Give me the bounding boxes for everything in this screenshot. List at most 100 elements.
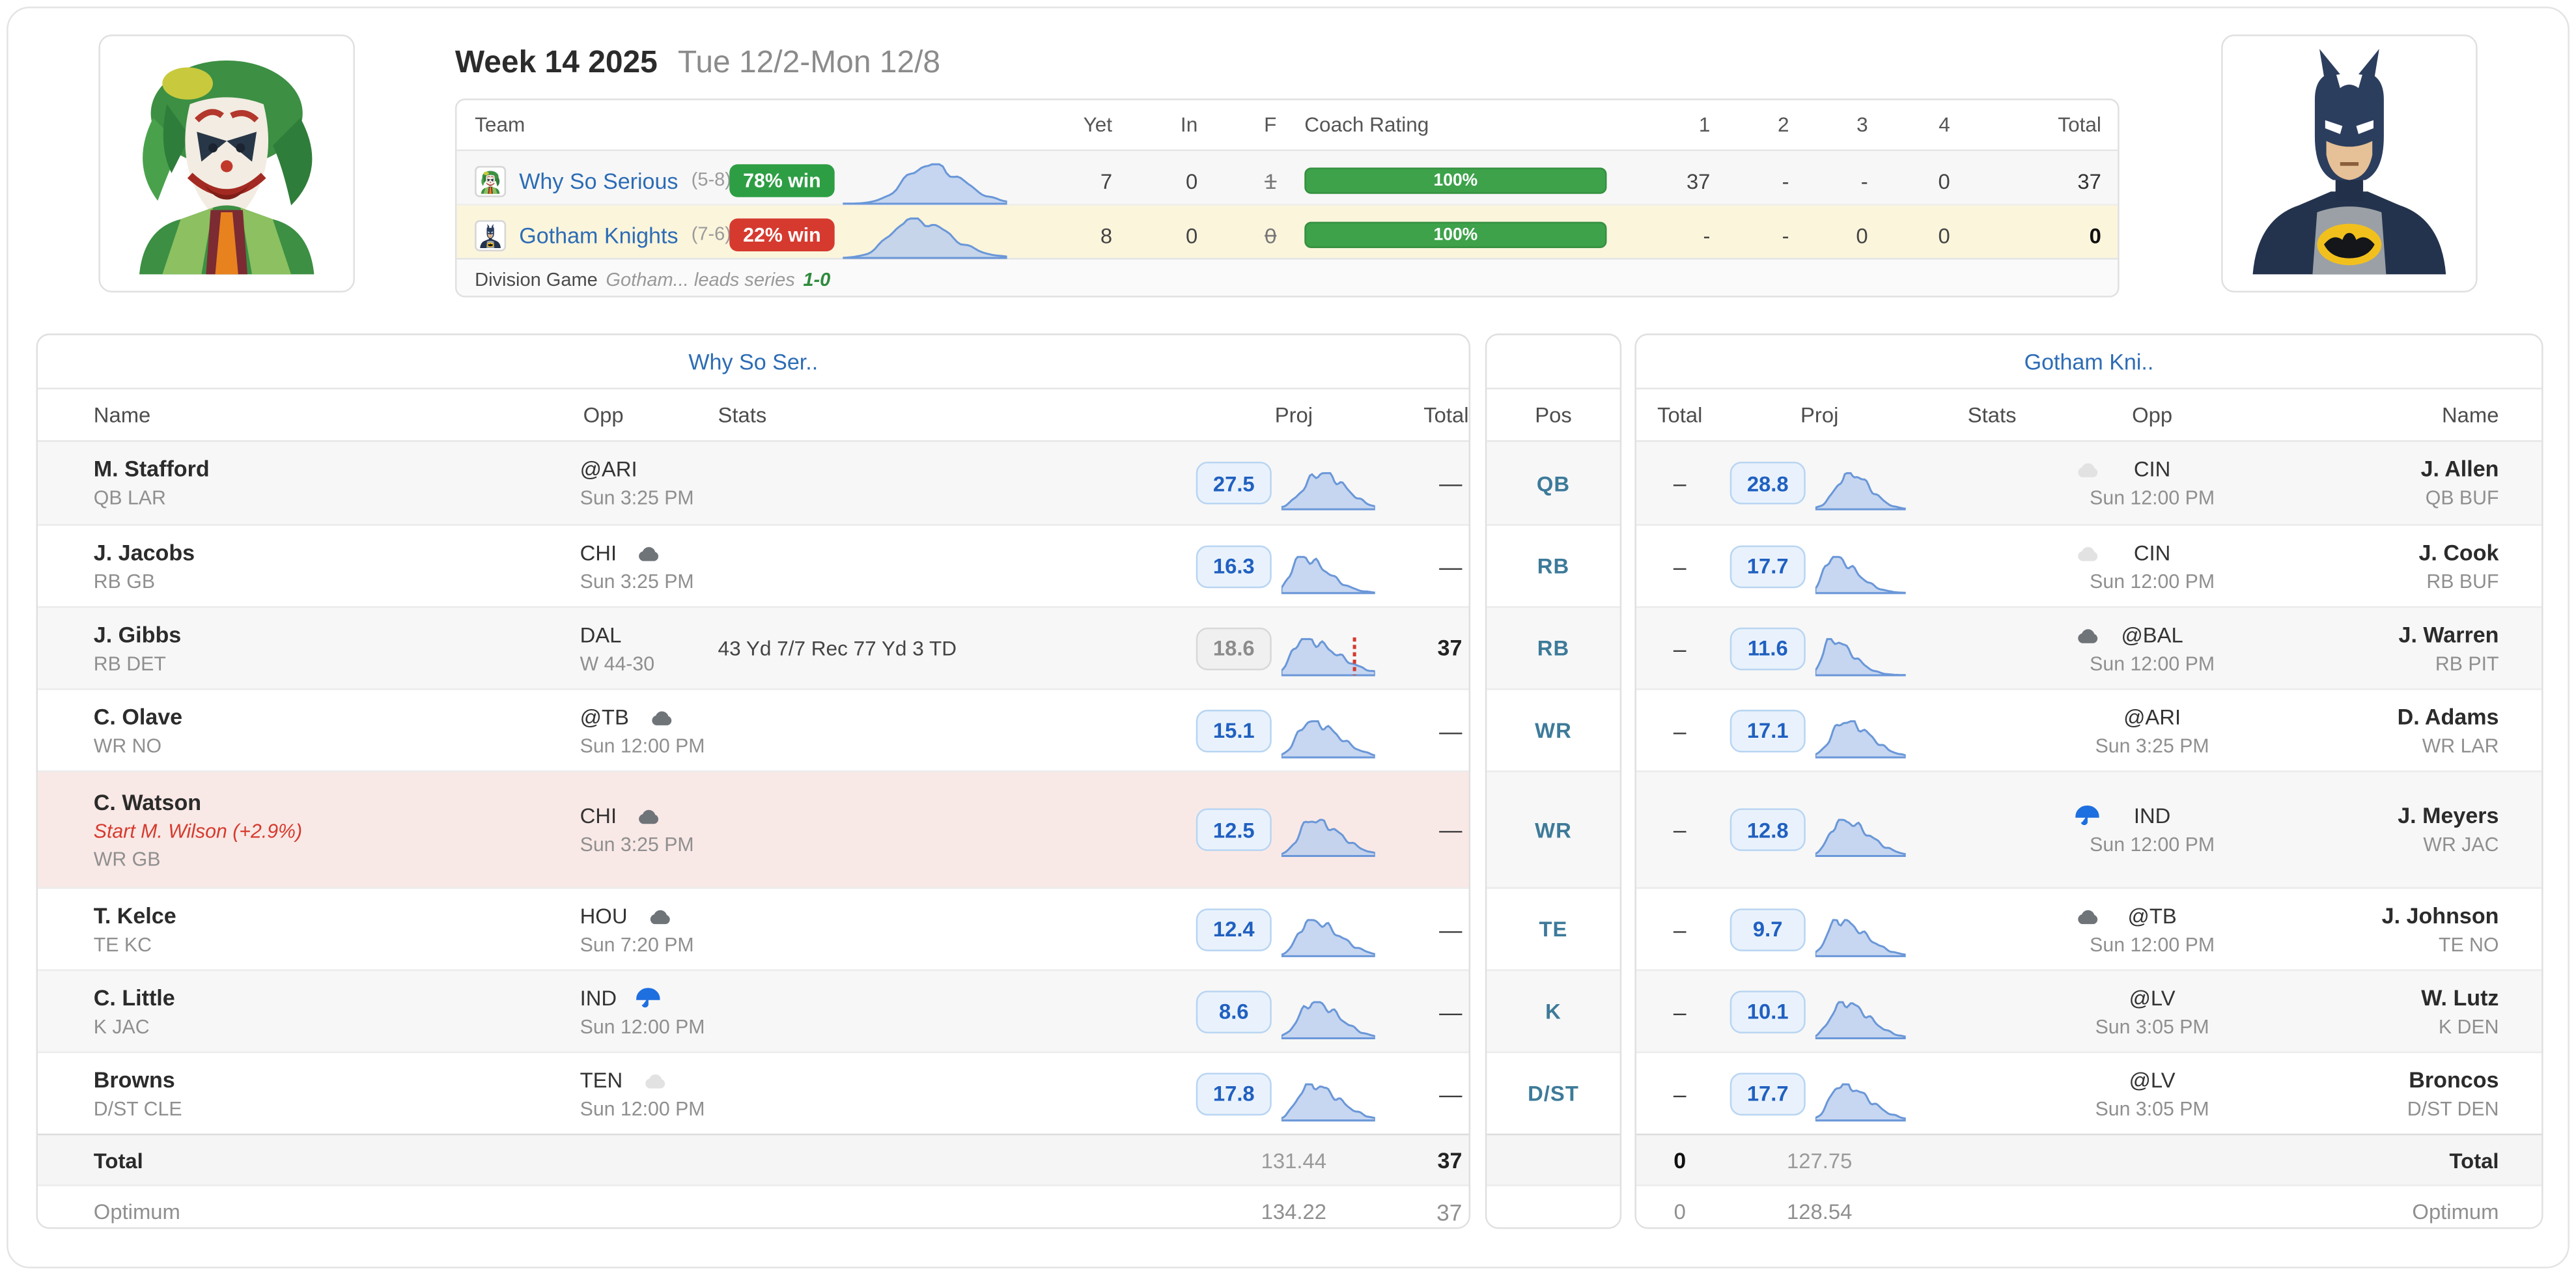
- player-row[interactable]: – 17.1 @ARI Sun 3:25 PM D. Adams WR LAR: [1636, 688, 2542, 770]
- player-name-cell: C. Little K JAC: [94, 985, 580, 1038]
- player-row[interactable]: C. Little K JAC IND Sun 12:00 PM 8.6 —: [38, 969, 1469, 1052]
- projection-cell: 18.6: [1196, 620, 1392, 676]
- player-row[interactable]: T. Kelce TE KC HOU Sun 7:20 PM 12.4 —: [38, 887, 1469, 969]
- week-title: Week 14 2025: [455, 46, 658, 81]
- game-time: Sun 12:00 PM: [580, 1014, 705, 1038]
- player-name[interactable]: C. Olave: [93, 704, 183, 729]
- projection-sparkline: [1281, 819, 1375, 857]
- player-row[interactable]: M. Stafford QB LAR @ARI Sun 3:25 PM 27.5 —: [38, 441, 1469, 524]
- opponent-cell: CIN Sun 12:00 PM: [2068, 540, 2235, 593]
- projection-sparkline: [1815, 819, 1906, 857]
- position-slot: TE: [1487, 887, 1620, 969]
- opponent-cell: @LV Sun 3:05 PM: [2068, 1067, 2235, 1120]
- projection-badge[interactable]: 12.5: [1196, 808, 1272, 851]
- player-name[interactable]: D. Adams: [2397, 704, 2499, 729]
- projection-badge[interactable]: 15.1: [1196, 708, 1272, 752]
- projection-badge[interactable]: 18.6: [1196, 626, 1272, 670]
- player-row[interactable]: J. Gibbs RB DET DAL W 44-30 43 Yd 7/7 Rec 77…: [38, 606, 1469, 689]
- player-position-team: D/ST DEN: [2407, 1097, 2499, 1120]
- coach-rating-bar: 100%: [1304, 167, 1607, 194]
- opponent-line: IND: [580, 985, 708, 1009]
- opponent-cell: IND Sun 12:00 PM: [2068, 804, 2235, 856]
- projection-badge[interactable]: 17.1: [1729, 708, 1806, 752]
- points-total: –: [1673, 998, 1687, 1025]
- player-row[interactable]: – 17.7 CIN Sun 12:00 PM J. Cook RB BUF: [1636, 524, 2542, 606]
- projection-badge[interactable]: 16.3: [1196, 544, 1272, 587]
- player-name[interactable]: M. Stafford: [93, 456, 210, 482]
- player-name[interactable]: C. Watson: [93, 789, 202, 815]
- scoreboard-team-row[interactable]: Gotham Knights (7-6) 22% win 8 0 0 100% - - 0 0 0: [456, 203, 2118, 259]
- optimum-label: Optimum: [2412, 1199, 2499, 1224]
- team-name-link[interactable]: Why So Serious: [519, 168, 679, 193]
- player-row[interactable]: – 10.1 @LV Sun 3:05 PM W. Lutz K DEN: [1636, 969, 2542, 1052]
- projection-badge[interactable]: 11.6: [1729, 626, 1806, 670]
- player-name-cell: M. Stafford QB LAR: [94, 456, 580, 509]
- players-yet: 8: [1100, 222, 1113, 247]
- cloud-icon: [2078, 628, 2098, 643]
- team-name-link[interactable]: Gotham Knights: [519, 222, 679, 247]
- player-row[interactable]: – 11.6 @BAL Sun 12:00 PM J. Warren RB PIT: [1636, 606, 2542, 689]
- q3-score: 0: [1856, 222, 1868, 247]
- projection-badge[interactable]: 9.7: [1729, 907, 1806, 951]
- player-row[interactable]: – 12.8 IND Sun 12:00 PM J. Meyers WR JAC: [1636, 770, 2542, 888]
- player-position-team: K DEN: [2438, 1014, 2499, 1038]
- opponent-cell: @BAL Sun 12:00 PM: [2068, 622, 2235, 675]
- scoreboard-team-row[interactable]: Why So Serious (5-8) 78% win 7 0 1 100% 37 - - 0 37: [456, 151, 2118, 205]
- player-name[interactable]: J. Gibbs: [93, 621, 182, 647]
- col-team: Team: [475, 113, 525, 137]
- projection-badge[interactable]: 17.8: [1196, 1072, 1272, 1115]
- player-name[interactable]: Broncos: [2409, 1067, 2499, 1092]
- away-team-link[interactable]: Gotham Kni..: [2024, 349, 2154, 374]
- player-row[interactable]: C. Olave WR NO @TB Sun 12:00 PM 15.1 —: [38, 688, 1469, 770]
- player-name[interactable]: W. Lutz: [2421, 985, 2499, 1010]
- rain-umbrella-icon: [637, 987, 661, 1007]
- scoreboard-header: Team Yet In F Coach Rating 1 2 3 4 Total: [456, 100, 2118, 152]
- player-name[interactable]: J. Johnson: [2381, 903, 2499, 928]
- player-name[interactable]: C. Little: [93, 985, 175, 1010]
- projection-badge[interactable]: 8.6: [1196, 990, 1272, 1033]
- batman-mini-avatar: [475, 219, 507, 251]
- player-row[interactable]: C. Watson Start M. Wilson (+2.9%) WR GB CHI…: [38, 770, 1469, 888]
- projection-badge[interactable]: 10.1: [1729, 990, 1806, 1033]
- opponent: CIN: [2133, 539, 2171, 565]
- team-record: (7-6): [691, 225, 731, 245]
- projection-badge[interactable]: 17.7: [1729, 1072, 1806, 1115]
- player-row[interactable]: – 9.7 @TB Sun 12:00 PM J. Johnson TE NO: [1636, 887, 2542, 969]
- opponent: @LV: [2129, 1067, 2176, 1092]
- projection-sparkline: [1281, 555, 1375, 594]
- cloud-icon: [651, 710, 671, 725]
- projection-badge[interactable]: 28.8: [1729, 461, 1806, 505]
- projection-sparkline: [841, 163, 1009, 205]
- player-name[interactable]: T. Kelce: [93, 903, 176, 928]
- player-row[interactable]: – 28.8 CIN Sun 12:00 PM J. Allen QB BUF: [1636, 441, 2542, 524]
- projection-badge[interactable]: 17.7: [1729, 544, 1806, 587]
- q4-score: 0: [1938, 168, 1950, 193]
- cloud-icon: [650, 909, 670, 923]
- coach-rating: 100%: [1276, 167, 1607, 194]
- player-name[interactable]: J. Jacobs: [93, 539, 195, 565]
- projection-cell: 27.5: [1196, 455, 1392, 511]
- player-row[interactable]: J. Jacobs RB GB CHI Sun 3:25 PM 16.3 —: [38, 524, 1469, 606]
- player-name[interactable]: J. Meyers: [2398, 803, 2499, 828]
- player-name[interactable]: Browns: [93, 1067, 175, 1092]
- players-in: 0: [1186, 168, 1198, 193]
- player-name[interactable]: J. Allen: [2420, 456, 2499, 482]
- projection-sparkline: [1281, 719, 1375, 758]
- game-time: Sun 12:00 PM: [2090, 651, 2215, 675]
- projection-badge[interactable]: 27.5: [1196, 461, 1272, 505]
- player-row[interactable]: Browns D/ST CLE TEN Sun 12:00 PM 17.8 —: [38, 1051, 1469, 1134]
- projection-badge[interactable]: 12.8: [1729, 808, 1806, 851]
- game-time: Sun 12:00 PM: [2090, 486, 2215, 510]
- game-time: Sun 12:00 PM: [580, 1097, 705, 1120]
- player-name[interactable]: J. Warren: [2398, 621, 2499, 647]
- player-row[interactable]: – 17.7 @LV Sun 3:05 PM Broncos D/ST DEN: [1636, 1051, 2542, 1134]
- away-table-header: Total Proj Stats Opp Name: [1636, 389, 2542, 442]
- home-team-link[interactable]: Why So Ser..: [688, 349, 819, 374]
- player-name[interactable]: J. Cook: [2418, 539, 2499, 565]
- position-slot: QB: [1487, 441, 1620, 524]
- player-name-cell: J. Allen QB BUF: [2236, 456, 2499, 509]
- projection-badge[interactable]: 12.4: [1196, 907, 1272, 951]
- away-team-avatar: [2221, 34, 2478, 293]
- division-game-label: Division Game: [475, 271, 598, 291]
- points-total: –: [1673, 1080, 1687, 1107]
